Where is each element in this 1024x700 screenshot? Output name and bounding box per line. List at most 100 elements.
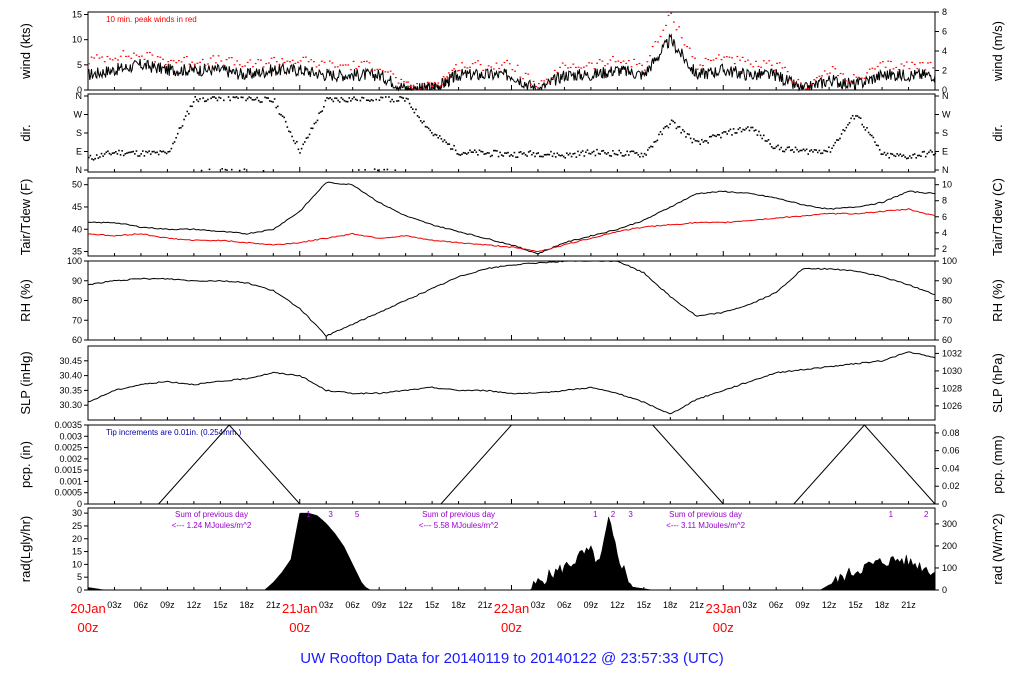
peak-wind-point (585, 65, 588, 67)
direction-point (273, 98, 276, 100)
peak-wind-point (95, 54, 98, 56)
peak-wind-point (384, 71, 387, 73)
direction-point (269, 100, 271, 102)
direction-point (438, 135, 441, 137)
y-tick-label-left: W (74, 110, 83, 120)
chart-title: UW Rooftop Data for 20140119 to 20140122… (300, 650, 724, 667)
direction-point (828, 146, 830, 149)
peak-wind-point (228, 57, 231, 59)
direction-point (173, 141, 176, 143)
direction-point (885, 154, 887, 156)
direction-point (586, 149, 589, 151)
peak-wind-point (423, 88, 426, 91)
peak-wind-point (400, 78, 403, 81)
direction-point (627, 154, 630, 156)
peak-wind-point (132, 52, 135, 54)
y-axis-label-right: SLP (hPa) (990, 353, 1005, 413)
direction-point (883, 151, 886, 154)
peak-wind-point (389, 70, 392, 72)
peak-wind-point (850, 81, 853, 84)
peak-wind-point (440, 83, 443, 86)
direction-point (926, 152, 929, 155)
direction-point (859, 117, 862, 120)
x-day-label: 22Jan (494, 601, 529, 616)
direction-point (461, 153, 463, 156)
direction-point (797, 150, 800, 153)
direction-point (748, 129, 751, 132)
peak-wind-point (449, 75, 452, 77)
direction-point (519, 151, 522, 153)
peak-wind-point (289, 61, 291, 63)
peak-wind-point (225, 59, 228, 61)
y-tick-label-right: N (942, 165, 949, 175)
direction-point (92, 158, 95, 161)
peak-wind-point (244, 65, 246, 67)
direction-point (812, 151, 814, 153)
direction-point (805, 148, 808, 151)
peak-wind-point (419, 88, 422, 90)
direction-point (254, 98, 257, 101)
y-tick-label-left: 0.0005 (54, 488, 82, 498)
y-tick-label-left: 25 (72, 521, 82, 531)
direction-point (124, 153, 127, 155)
peak-wind-point (559, 66, 561, 68)
series-line (87, 181, 936, 255)
direction-point (499, 151, 501, 154)
panel-frame (87, 260, 936, 341)
direction-point (256, 96, 258, 99)
y-tick-label-left: 0 (77, 499, 82, 509)
direction-point (546, 153, 549, 156)
direction-point (491, 154, 493, 157)
peak-wind-point (363, 60, 366, 63)
direction-point (901, 155, 903, 158)
direction-point (191, 105, 193, 108)
direction-point (218, 96, 220, 99)
y-tick-label-right: 1032 (942, 348, 962, 358)
direction-point (518, 151, 520, 154)
direction-point (910, 157, 913, 159)
peak-wind-point (823, 70, 826, 72)
direction-point (404, 100, 406, 102)
y-tick-label-right: 2 (942, 244, 947, 254)
direction-point (566, 152, 568, 155)
peak-wind-point (442, 76, 445, 78)
direction-point (591, 151, 594, 154)
y-tick-label-right: 90 (942, 276, 952, 286)
direction-point (578, 154, 581, 156)
peak-wind-point (863, 77, 866, 79)
peak-wind-point (90, 56, 93, 58)
direction-point (402, 97, 405, 99)
direction-point (759, 134, 762, 137)
y-tick-label-left: 0.003 (59, 431, 82, 441)
direction-point (421, 121, 424, 124)
peak-wind-point (270, 57, 273, 59)
peak-wind-point (789, 79, 792, 81)
peak-wind-point (826, 73, 829, 75)
peak-wind-point (328, 60, 331, 62)
peak-wind-point (355, 67, 358, 70)
direction-point (845, 126, 848, 129)
direction-point (702, 141, 705, 143)
y-tick-label-left: 0 (77, 585, 82, 595)
direction-point (262, 169, 265, 172)
direction-point (523, 152, 525, 154)
peak-wind-point (376, 68, 379, 70)
peak-wind-point (807, 87, 810, 90)
peak-wind-point (770, 64, 773, 66)
peak-wind-point (540, 80, 543, 82)
direction-point (342, 98, 344, 101)
direction-point (326, 97, 328, 99)
peak-wind-point (444, 77, 447, 80)
direction-point (257, 99, 260, 102)
peak-wind-point (551, 77, 554, 79)
direction-point (224, 168, 227, 171)
direction-point (446, 143, 449, 145)
x-day-time-label: 00z (501, 620, 522, 635)
direction-point (286, 126, 289, 128)
peak-wind-point (175, 62, 178, 64)
direction-point (693, 138, 695, 140)
x-tick-label: 18z (663, 600, 678, 610)
direction-point (497, 155, 500, 158)
y-tick-label-left: 0.0025 (54, 443, 82, 453)
direction-point (165, 152, 168, 155)
